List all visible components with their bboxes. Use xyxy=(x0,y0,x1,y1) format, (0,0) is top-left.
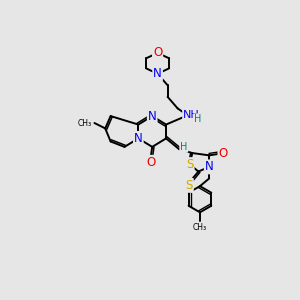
Text: CH₃: CH₃ xyxy=(193,223,207,232)
Text: H: H xyxy=(194,114,201,124)
Text: H: H xyxy=(180,142,188,152)
Text: O: O xyxy=(218,147,228,160)
Text: N: N xyxy=(153,67,162,80)
Text: NH: NH xyxy=(183,110,200,120)
Text: N: N xyxy=(205,160,214,173)
Text: N: N xyxy=(134,132,143,145)
Text: S: S xyxy=(186,158,194,171)
Text: CH₃: CH₃ xyxy=(78,118,92,127)
Text: O: O xyxy=(146,156,155,169)
Text: N: N xyxy=(148,110,157,123)
Text: S: S xyxy=(185,179,193,192)
Text: O: O xyxy=(153,46,162,59)
